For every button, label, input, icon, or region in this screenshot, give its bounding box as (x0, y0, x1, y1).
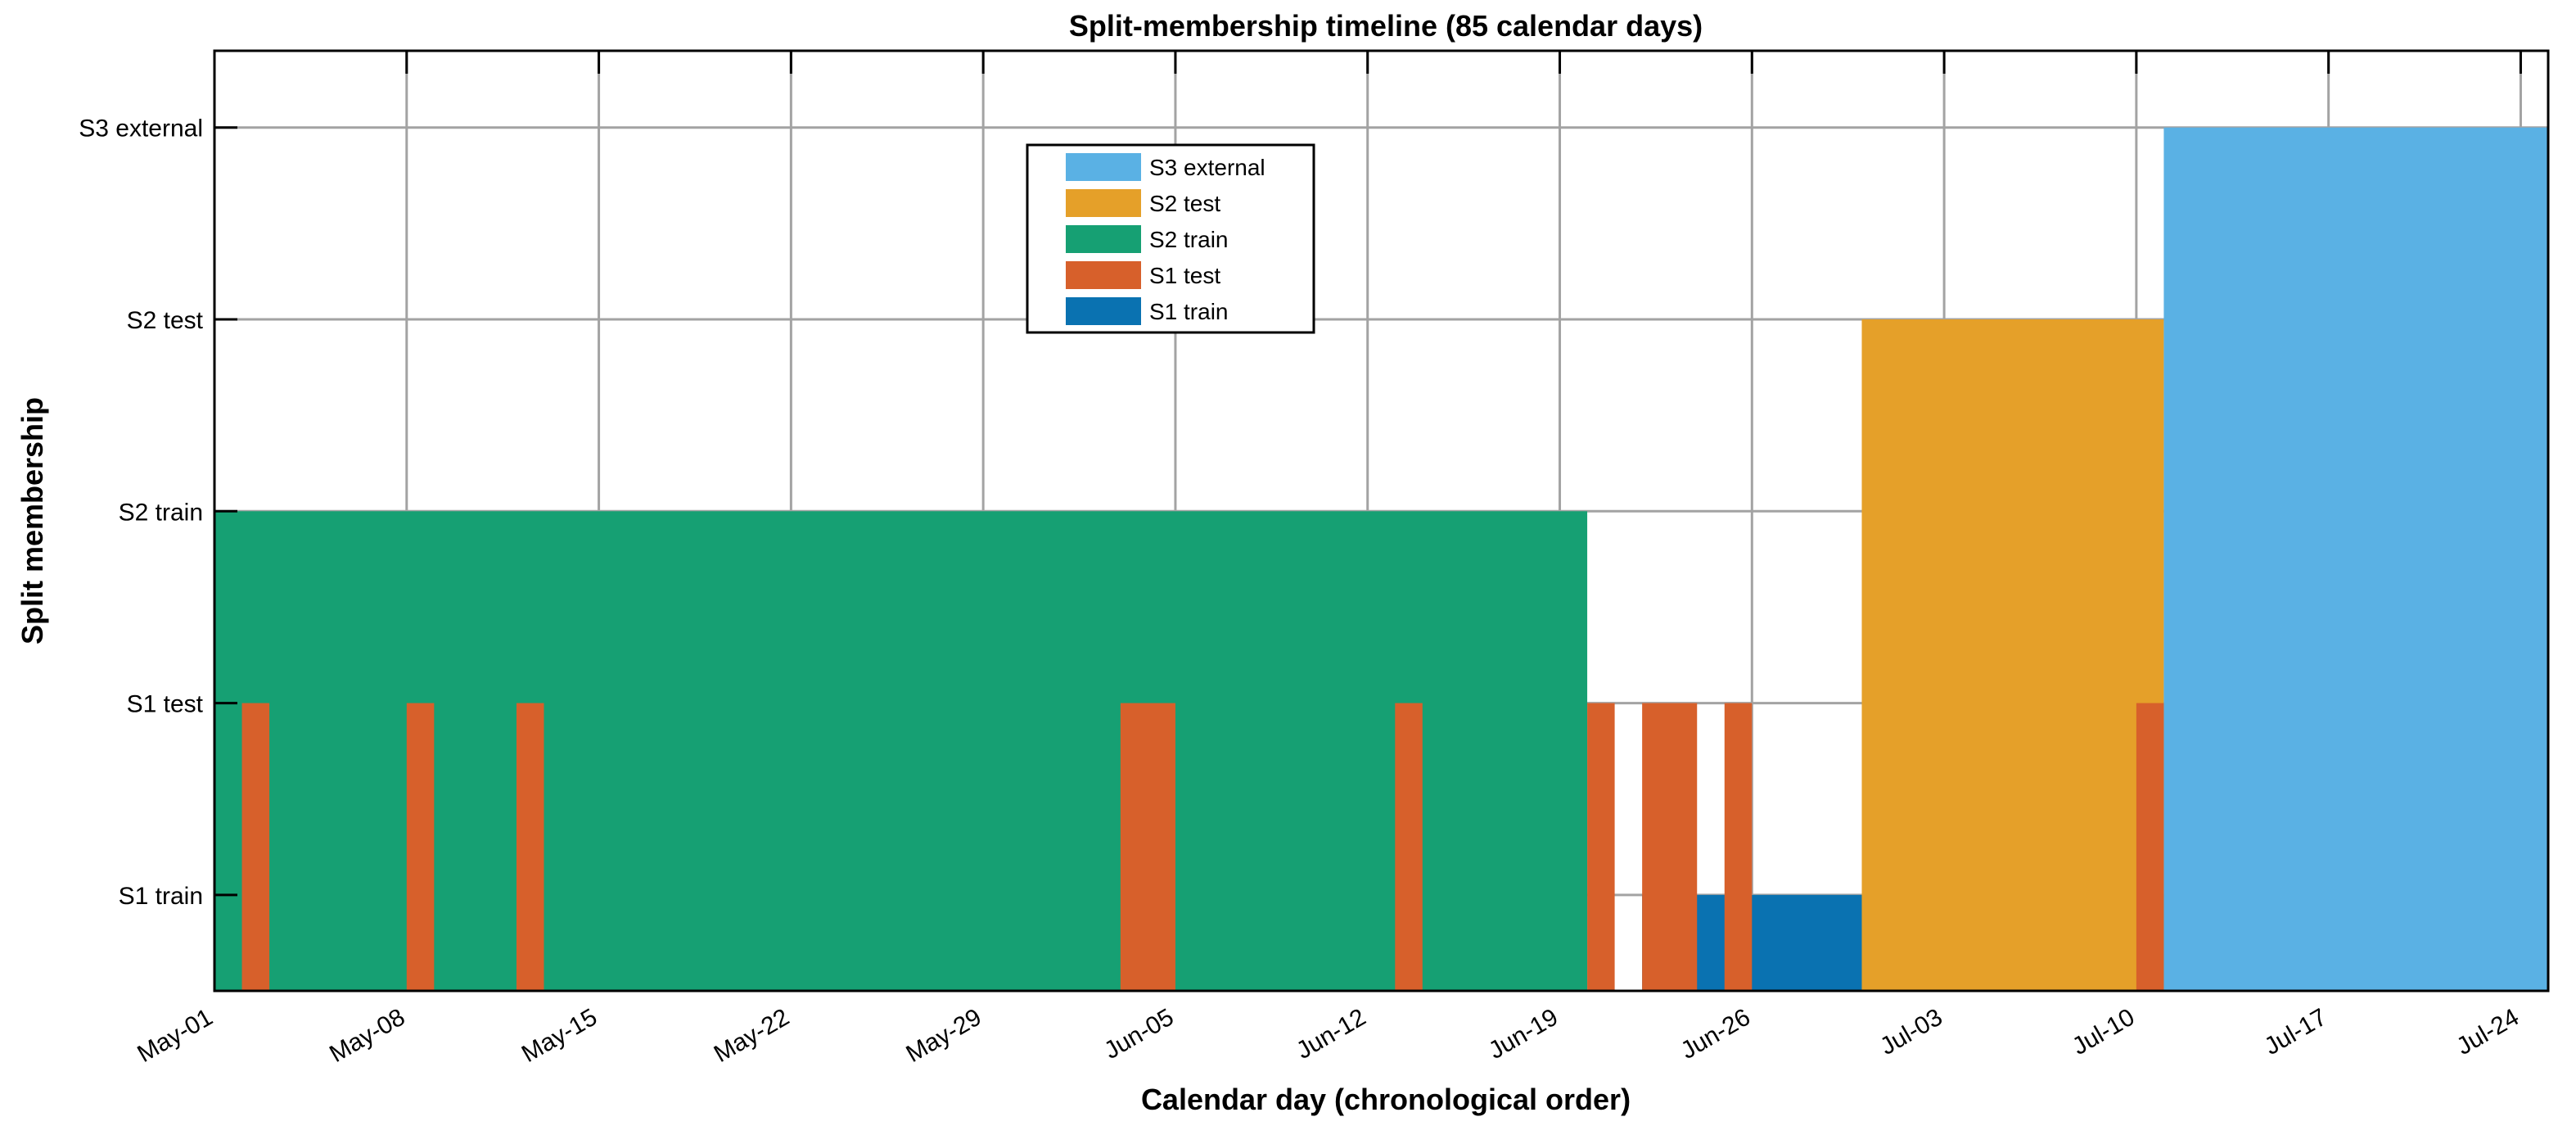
legend-swatch (1066, 297, 1141, 325)
ticks-layer (213, 51, 2522, 897)
bar-s1-test (241, 703, 270, 991)
bar-s1-test (1724, 703, 1753, 991)
legend-label: S1 train (1149, 299, 1229, 324)
bar-s1-test (406, 703, 435, 991)
legend-label: S2 train (1149, 227, 1229, 252)
bar-s2-train (214, 511, 1588, 991)
x-axis-label: Calendar day (chronological order) (1141, 1083, 1631, 1116)
y-tick-label: S3 external (79, 115, 203, 142)
legend-label: S3 external (1149, 155, 1265, 180)
y-axis-label: Split membership (16, 397, 49, 644)
y-axis-tick-labels: S1 train S1 test S2 train S2 test S3 externa… (79, 115, 203, 910)
bar-s1-test (1120, 703, 1175, 991)
bar-s1-test (1587, 703, 1615, 991)
y-tick-label: S2 test (127, 307, 204, 334)
bar-s2-test (1861, 319, 2164, 991)
legend-swatch (1066, 153, 1141, 181)
legend-swatch (1066, 225, 1141, 253)
bar-s1-test (2136, 703, 2164, 991)
plot-area (213, 49, 2550, 993)
chart-title: Split-membership timeline (85 calendar d… (1069, 9, 1703, 43)
y-tick-label: S2 train (119, 499, 203, 526)
y-tick-label: S1 test (127, 691, 204, 718)
legend-label: S2 test (1149, 191, 1220, 216)
legend: S3 external S2 test S2 train S1 test S1 trai… (1026, 143, 1315, 334)
legend-swatch (1066, 261, 1141, 289)
bar-s1-test (1642, 703, 1698, 991)
bar-s1-test (1395, 703, 1423, 991)
legend-label: S1 test (1149, 263, 1220, 288)
bar-s3-external (2163, 127, 2548, 992)
legend-items: S3 external S2 test S2 train S1 test S1 trai… (1066, 153, 1265, 325)
bars-layer (214, 127, 2548, 992)
plot-frame (213, 49, 2550, 993)
legend-swatch (1066, 189, 1141, 217)
y-tick-label: S1 train (119, 883, 203, 910)
bar-s1-test (516, 703, 544, 991)
